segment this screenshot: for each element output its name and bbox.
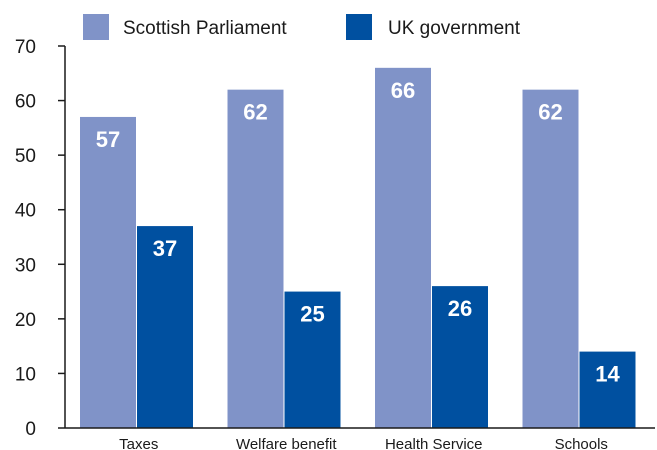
x-axis: Taxes Welfare benefit Health Service School… — [65, 427, 655, 450]
bar-uk-government — [432, 286, 488, 428]
data-label: 66 — [391, 78, 415, 103]
data-label: 14 — [595, 362, 620, 387]
bar-scottish-parliament — [375, 67, 431, 428]
bar-uk-government — [579, 351, 636, 428]
y-tick-label: 10 — [15, 364, 36, 385]
y-tick-label: 40 — [15, 201, 36, 222]
bar-uk-government — [284, 291, 341, 428]
legend-swatch-uk-government — [346, 14, 372, 40]
y-tick-label: 20 — [15, 310, 36, 331]
y-tick-label: 70 — [15, 37, 36, 58]
legend-swatch-scottish-parliament — [83, 14, 109, 40]
x-tick-label: Schools — [555, 436, 608, 450]
legend-label-scottish-parliament: Scottish Parliament — [123, 18, 287, 39]
data-label: 37 — [153, 236, 177, 261]
data-label: 62 — [243, 100, 267, 125]
x-tick-label: Welfare benefit — [236, 436, 337, 450]
y-tick-label: 0 — [25, 419, 36, 440]
data-label: 25 — [300, 302, 324, 327]
y-tick-label: 30 — [15, 255, 36, 276]
legend: Scottish Parliament UK government — [83, 14, 521, 40]
bar-uk-government — [137, 226, 193, 428]
y-tick-label: 60 — [15, 92, 36, 113]
bar-scottish-parliament — [522, 89, 579, 429]
bar-scottish-parliament — [227, 89, 284, 429]
x-tick-label: Taxes — [119, 436, 158, 450]
legend-label-uk-government: UK government — [388, 18, 521, 39]
y-tick-label: 50 — [15, 146, 36, 167]
bars: 57 37 62 25 66 26 62 14 — [80, 67, 636, 429]
y-axis: 0 10 20 30 40 50 60 70 — [15, 37, 66, 440]
data-label: 62 — [538, 100, 562, 125]
x-tick-label: Health Service — [385, 436, 483, 450]
data-label: 57 — [96, 127, 120, 152]
bar-scottish-parliament — [80, 116, 136, 428]
data-label: 26 — [448, 296, 472, 321]
